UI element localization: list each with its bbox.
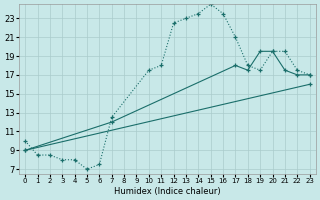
X-axis label: Humidex (Indice chaleur): Humidex (Indice chaleur)	[114, 187, 221, 196]
